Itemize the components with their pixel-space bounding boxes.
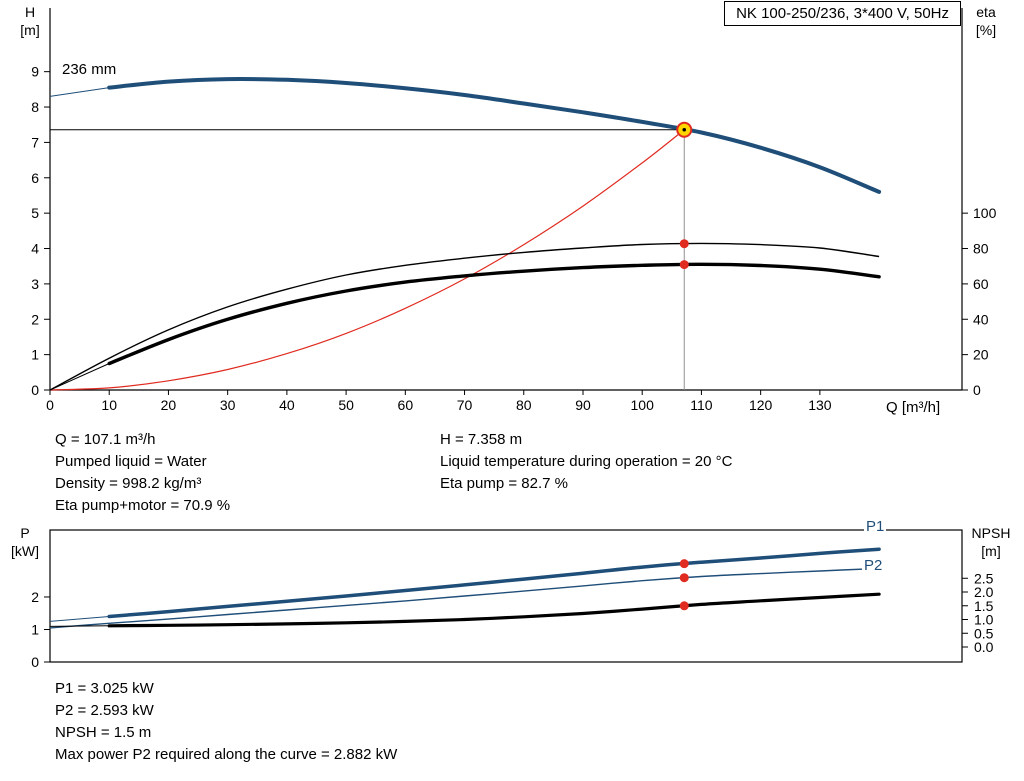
npsh-axis-symbol: NPSH	[971, 525, 1011, 541]
svg-text:70: 70	[457, 397, 473, 413]
svg-text:2: 2	[31, 589, 39, 605]
svg-text:50: 50	[338, 397, 354, 413]
eta-axis-unit: [%]	[975, 22, 997, 38]
svg-text:60: 60	[398, 397, 414, 413]
npsh-value: NPSH = 1.5 m	[55, 724, 152, 741]
svg-text:5: 5	[31, 205, 39, 221]
svg-text:100: 100	[631, 397, 655, 413]
eta-pump-value: Eta pump = 82.7 %	[440, 475, 568, 492]
svg-text:6: 6	[31, 170, 39, 186]
p-axis-symbol: P	[20, 525, 30, 541]
p2-value: P2 = 2.593 kW	[55, 702, 154, 719]
flow-value: Q = 107.1 m³/h	[55, 431, 156, 448]
p-axis-unit: [kW]	[11, 543, 39, 559]
density-value: Density = 998.2 kg/m³	[55, 475, 202, 492]
svg-text:120: 120	[749, 397, 773, 413]
svg-text:80: 80	[516, 397, 532, 413]
svg-text:40: 40	[973, 311, 989, 327]
svg-text:20: 20	[161, 397, 177, 413]
npsh-axis-label: NPSH [m]	[962, 524, 1020, 560]
svg-text:1.0: 1.0	[974, 612, 994, 628]
h-axis-label: H [m]	[8, 3, 52, 39]
svg-text:0.5: 0.5	[974, 625, 994, 641]
eta-axis-label: eta [%]	[962, 3, 1010, 39]
svg-text:8: 8	[31, 99, 39, 115]
svg-text:30: 30	[220, 397, 236, 413]
svg-text:3: 3	[31, 276, 39, 292]
svg-text:90: 90	[575, 397, 591, 413]
p-axis-label: P [kW]	[2, 524, 48, 560]
p1-value: P1 = 3.025 kW	[55, 680, 154, 697]
svg-text:60: 60	[973, 276, 989, 292]
max-power-note: Max power P2 required along the curve = …	[55, 746, 398, 763]
svg-text:1: 1	[31, 621, 39, 637]
svg-text:0.0: 0.0	[974, 639, 994, 655]
svg-text:40: 40	[279, 397, 295, 413]
eta-pump-motor-value: Eta pump+motor = 70.9 %	[55, 497, 231, 514]
svg-text:2.5: 2.5	[974, 570, 994, 586]
pumped-liquid-value: Pumped liquid = Water	[55, 453, 207, 470]
svg-text:2: 2	[31, 311, 39, 327]
svg-text:0: 0	[46, 397, 54, 413]
svg-text:2.0: 2.0	[974, 584, 994, 600]
duty-info-right: H = 7.358 m Liquid temperature during op…	[440, 429, 732, 495]
svg-text:1: 1	[31, 347, 39, 363]
h-axis-symbol: H	[24, 4, 36, 20]
p1-curve-label: P1	[864, 518, 887, 535]
svg-text:0: 0	[31, 654, 39, 670]
impeller-diameter-label: 236 mm	[62, 61, 117, 78]
svg-text:130: 130	[808, 397, 832, 413]
svg-text:4: 4	[31, 241, 39, 257]
svg-text:0: 0	[973, 382, 981, 398]
curve-title-box: NK 100-250/236, 3*400 V, 50Hz	[724, 1, 961, 26]
head-flow-chart[interactable]: 0 10 20 30 40 50 60 70 80 90 100 110 120 130012345678…	[0, 0, 1024, 425]
svg-text:10: 10	[101, 397, 117, 413]
power-npsh-chart[interactable]: 0 1 2 0.00.51.01.52.02.5	[0, 520, 1024, 680]
power-info: P1 = 3.025 kW P2 = 2.593 kW NPSH = 1.5 m…	[55, 678, 397, 766]
svg-text:7: 7	[31, 134, 39, 150]
p2-curve-label: P2	[862, 557, 885, 574]
svg-text:100: 100	[973, 205, 997, 221]
svg-text:9: 9	[31, 64, 39, 80]
svg-text:110: 110	[690, 397, 713, 413]
npsh-axis-unit: [m]	[981, 543, 1001, 559]
svg-text:20: 20	[973, 347, 989, 363]
eta-axis-symbol: eta	[976, 4, 996, 20]
head-value: H = 7.358 m	[440, 431, 523, 448]
q-axis-label: Q [m³/h]	[886, 399, 941, 416]
svg-text:1.5: 1.5	[974, 598, 994, 614]
svg-text:0: 0	[31, 382, 39, 398]
h-axis-unit: [m]	[20, 22, 40, 38]
liquid-temperature-value: Liquid temperature during operation = 20…	[440, 453, 733, 470]
duty-info-left: Q = 107.1 m³/h Pumped liquid = Water Den…	[55, 429, 230, 517]
svg-text:80: 80	[973, 241, 989, 257]
